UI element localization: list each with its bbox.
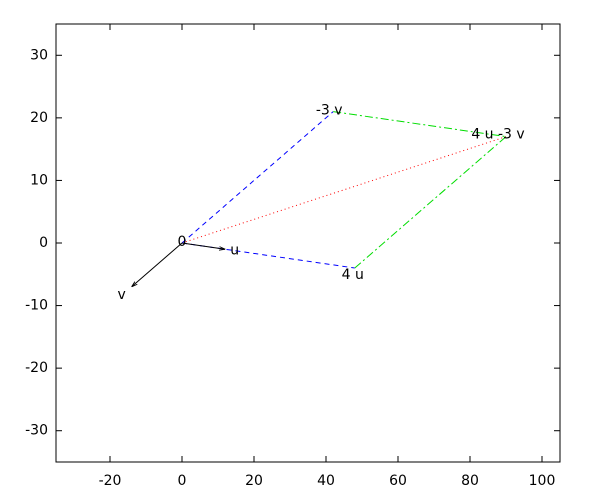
vector-arrow xyxy=(181,242,225,249)
point-label: u xyxy=(230,242,239,258)
point-label: -3 v xyxy=(316,103,343,119)
x-tick-label: 80 xyxy=(461,473,479,489)
plot-frame xyxy=(55,23,561,463)
parallelogram-side xyxy=(333,111,507,138)
parallelogram-side xyxy=(354,136,507,269)
y-tick-label: -30 xyxy=(25,423,48,439)
vector-arrow xyxy=(132,242,183,287)
y-tick-label: 10 xyxy=(30,172,48,188)
point-label: 0 xyxy=(178,234,187,250)
scaled-v xyxy=(181,111,334,244)
x-tick-label: 100 xyxy=(529,473,556,489)
point-label: v xyxy=(117,287,125,303)
y-tick-label: 0 xyxy=(39,235,48,251)
point-label: 4 u -3 v xyxy=(471,127,524,143)
x-tick-label: 20 xyxy=(245,473,263,489)
sum-diagonal xyxy=(181,136,507,244)
x-tick-label: 60 xyxy=(389,473,407,489)
y-tick-label: 30 xyxy=(30,47,48,63)
x-tick-label: -20 xyxy=(99,473,122,489)
point-label: 4 u xyxy=(342,267,364,283)
y-tick-label: 20 xyxy=(30,110,48,126)
y-tick-label: -20 xyxy=(25,360,48,376)
x-tick-label: 40 xyxy=(317,473,335,489)
x-tick-label: 0 xyxy=(178,473,187,489)
y-tick-label: -10 xyxy=(25,298,48,314)
